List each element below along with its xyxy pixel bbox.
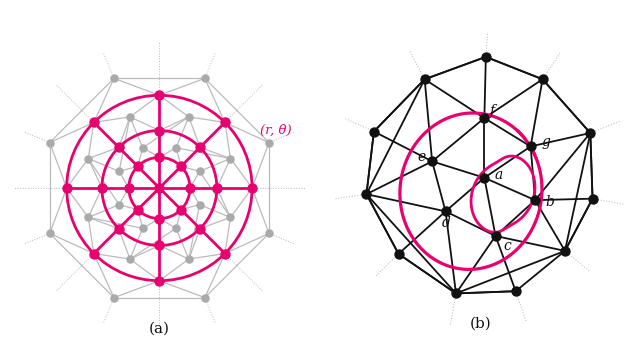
- Point: [154, 278, 164, 284]
- Point: [176, 163, 186, 169]
- Point: [479, 175, 490, 181]
- Point: [184, 114, 194, 120]
- Point: [124, 185, 134, 191]
- Point: [184, 256, 194, 262]
- Text: (r, θ): (r, θ): [259, 124, 291, 137]
- Text: f: f: [490, 103, 495, 118]
- Point: [154, 185, 164, 191]
- Point: [171, 145, 181, 151]
- Point: [138, 145, 148, 151]
- Point: [114, 168, 124, 174]
- Point: [132, 207, 143, 212]
- Point: [200, 295, 210, 301]
- Text: d: d: [442, 216, 451, 230]
- Point: [511, 288, 521, 294]
- Point: [362, 191, 372, 197]
- Point: [89, 250, 99, 256]
- Point: [481, 54, 491, 60]
- Point: [264, 140, 274, 146]
- Point: [490, 233, 500, 239]
- Point: [154, 216, 164, 221]
- Point: [264, 231, 274, 236]
- Point: [171, 225, 181, 231]
- Point: [138, 225, 148, 231]
- Point: [125, 114, 135, 120]
- Point: [114, 202, 124, 208]
- Text: (a): (a): [149, 322, 170, 336]
- Point: [220, 250, 230, 256]
- Point: [97, 185, 107, 191]
- Point: [195, 202, 205, 208]
- Point: [427, 158, 437, 164]
- Point: [440, 208, 451, 214]
- Point: [114, 226, 124, 232]
- Point: [394, 251, 404, 257]
- Point: [154, 155, 164, 160]
- Point: [154, 92, 164, 98]
- Text: e: e: [417, 150, 426, 164]
- Point: [560, 248, 570, 254]
- Point: [247, 185, 257, 191]
- Point: [109, 295, 119, 301]
- Point: [195, 144, 205, 150]
- Point: [89, 119, 99, 125]
- Text: a: a: [494, 168, 502, 182]
- Point: [45, 140, 55, 146]
- Text: g: g: [541, 135, 550, 149]
- Point: [132, 163, 143, 169]
- Point: [525, 143, 536, 149]
- Point: [195, 226, 205, 232]
- Point: [61, 185, 72, 191]
- Point: [185, 185, 195, 191]
- Point: [154, 128, 164, 134]
- Point: [200, 76, 210, 81]
- Text: c: c: [503, 240, 511, 253]
- Point: [479, 115, 490, 121]
- Point: [451, 290, 461, 296]
- Point: [212, 185, 222, 191]
- Point: [585, 130, 595, 136]
- Point: [154, 242, 164, 248]
- Point: [176, 207, 186, 212]
- Point: [588, 196, 598, 201]
- Text: b: b: [545, 195, 554, 209]
- Point: [225, 156, 236, 162]
- Point: [420, 76, 430, 82]
- Point: [195, 168, 205, 174]
- Point: [538, 76, 548, 82]
- Point: [220, 119, 230, 125]
- Point: [109, 76, 119, 81]
- Point: [125, 256, 135, 262]
- Point: [45, 231, 55, 236]
- Point: [530, 197, 540, 203]
- Point: [114, 144, 124, 150]
- Point: [369, 129, 379, 134]
- Text: (b): (b): [470, 316, 492, 330]
- Point: [225, 215, 236, 220]
- Point: [83, 215, 93, 220]
- Point: [83, 156, 93, 162]
